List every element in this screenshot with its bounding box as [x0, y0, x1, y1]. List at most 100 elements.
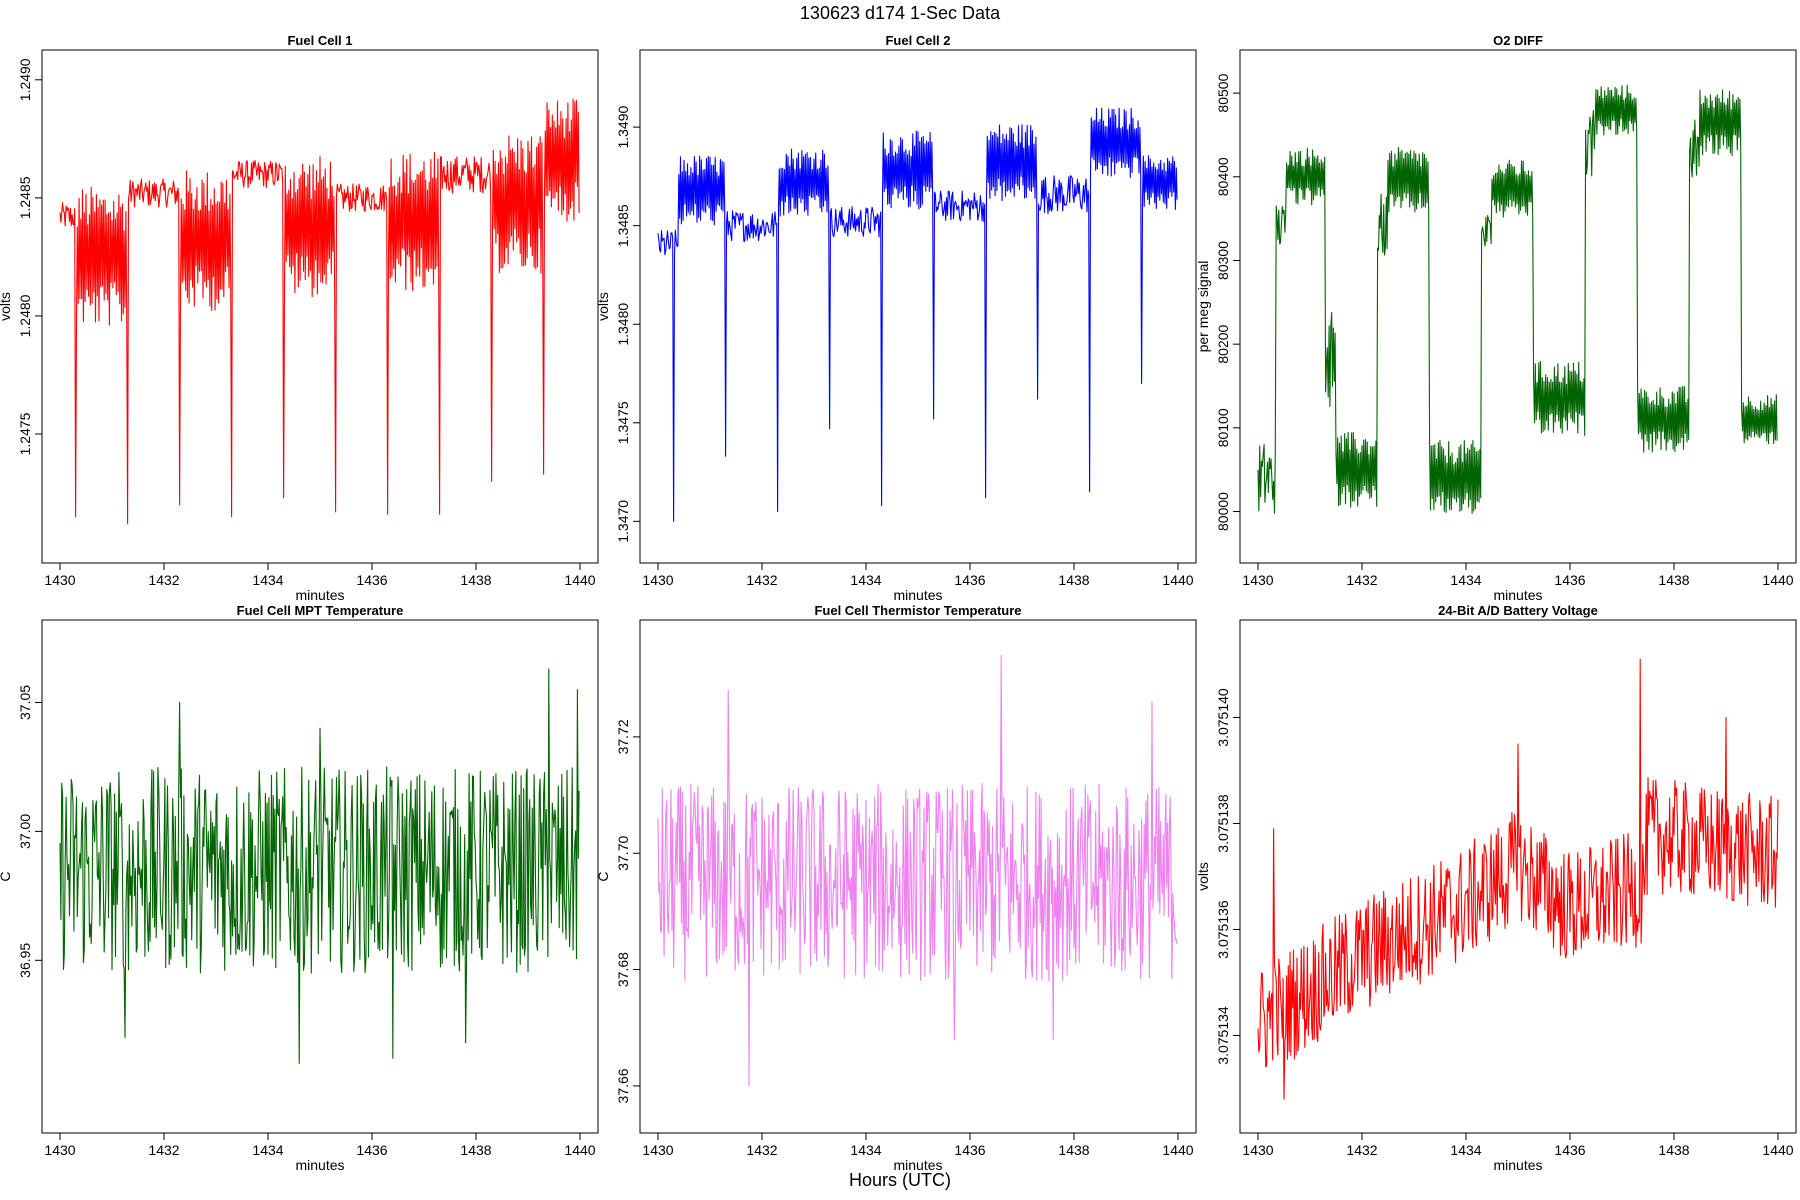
x-axis-label: minutes: [1493, 587, 1542, 603]
x-tick-label: 1434: [1450, 572, 1481, 588]
y-tick-label: 1.2490: [17, 58, 33, 101]
panel-title: Fuel Cell 1: [287, 33, 352, 48]
panel-title: O2 DIFF: [1493, 33, 1543, 48]
y-tick-label: 36.95: [17, 943, 33, 978]
panel-5: Fuel Cell Thermistor Temperature 1430 1432…: [595, 603, 1197, 1173]
y-tick-label: 80500: [1215, 73, 1231, 112]
x-tick-label: 1432: [746, 1142, 777, 1158]
y-tick-label: 37.66: [615, 1068, 631, 1103]
y-tick-label: 80100: [1215, 408, 1231, 447]
plot-frame: [41, 49, 599, 564]
x-axis-label: minutes: [295, 587, 344, 603]
y-tick-label: 1.3490: [615, 106, 631, 149]
y-tick-label: 37.70: [615, 836, 631, 871]
y-tick-label: 1.3475: [615, 401, 631, 444]
x-tick-label: 1432: [1346, 1142, 1377, 1158]
y-tick-label: 1.2485: [17, 176, 33, 219]
x-tick-label: 1438: [1058, 572, 1089, 588]
y-tick-label: 80000: [1215, 492, 1231, 531]
x-tick-label: 1432: [148, 1142, 179, 1158]
x-tick-label: 1436: [1554, 572, 1585, 588]
series-line: [657, 654, 1178, 1087]
y-tick-label: 80200: [1215, 324, 1231, 363]
series-line: [657, 107, 1178, 522]
plot-frame: [639, 49, 1197, 564]
x-axis-label: minutes: [295, 1157, 344, 1173]
panel-title: 24-Bit A/D Battery Voltage: [1438, 603, 1598, 618]
x-tick-label: 1430: [44, 572, 75, 588]
panel-title: Fuel Cell Thermistor Temperature: [814, 603, 1021, 618]
x-axis-label: minutes: [1493, 1157, 1542, 1173]
y-axis-label: volts: [0, 292, 13, 321]
x-tick-label: 1440: [1762, 572, 1793, 588]
y-tick-label: 3.075138: [1215, 794, 1231, 853]
x-tick-label: 1440: [564, 1142, 595, 1158]
x-tick-label: 1430: [642, 572, 673, 588]
y-tick-label: 37.00: [17, 814, 33, 849]
x-tick-label: 1436: [1554, 1142, 1585, 1158]
y-tick-label: 80300: [1215, 241, 1231, 280]
figure-x-caption: Hours (UTC): [849, 1170, 951, 1190]
y-axis-label: C: [595, 871, 611, 881]
x-tick-label: 1438: [1058, 1142, 1089, 1158]
y-tick-label: 3.075134: [1215, 1006, 1231, 1065]
panel-title: Fuel Cell 2: [885, 33, 950, 48]
x-tick-label: 1438: [1658, 572, 1689, 588]
x-tick-label: 1432: [746, 572, 777, 588]
x-tick-label: 1440: [1162, 572, 1193, 588]
x-tick-label: 1430: [44, 1142, 75, 1158]
x-tick-label: 1432: [1346, 572, 1377, 588]
y-tick-label: 37.68: [615, 952, 631, 987]
y-axis-label: volts: [595, 292, 611, 321]
y-tick-label: 3.075140: [1215, 688, 1231, 747]
y-tick-label: 37.72: [615, 719, 631, 754]
series-line: [1257, 658, 1779, 1100]
x-tick-label: 1430: [1242, 572, 1273, 588]
plot-frame: [1239, 49, 1797, 564]
y-tick-label: 37.05: [17, 685, 33, 720]
y-axis-label: per meg signal: [1195, 261, 1211, 353]
x-tick-label: 1430: [1242, 1142, 1273, 1158]
x-axis-label: minutes: [893, 1157, 942, 1173]
x-tick-label: 1440: [1762, 1142, 1793, 1158]
y-tick-label: 1.3480: [615, 303, 631, 346]
panel-1: Fuel Cell 1 1430 1432 1434 1436 1438 1440 minut…: [0, 33, 599, 603]
x-tick-label: 1430: [642, 1142, 673, 1158]
panel-title: Fuel Cell MPT Temperature: [237, 603, 404, 618]
panel-6: 24-Bit A/D Battery Voltage 1430 1432 1434 14…: [1195, 603, 1797, 1173]
y-axis-label: volts: [1195, 862, 1211, 891]
series-line: [59, 668, 580, 1064]
plot-frame: [41, 619, 599, 1134]
panel-2: Fuel Cell 2 1430 1432 1434 1436 1438 1440 minut…: [595, 33, 1197, 603]
panel-3: O2 DIFF 1430 1432 1434 1436 1438 1440 minutes 80…: [1195, 33, 1797, 603]
x-tick-label: 1436: [954, 572, 985, 588]
x-tick-label: 1434: [850, 572, 881, 588]
y-tick-label: 80400: [1215, 157, 1231, 196]
figure-title: 130623 d174 1-Sec Data: [800, 3, 1001, 23]
panels: Fuel Cell 1 1430 1432 1434 1436 1438 1440 minut…: [0, 33, 1797, 1173]
x-tick-label: 1438: [460, 1142, 491, 1158]
x-tick-label: 1434: [850, 1142, 881, 1158]
x-tick-label: 1436: [356, 1142, 387, 1158]
y-tick-label: 1.2480: [17, 294, 33, 337]
y-tick-label: 1.2475: [17, 412, 33, 455]
y-axis-label: C: [0, 871, 13, 881]
x-tick-label: 1436: [356, 572, 387, 588]
x-tick-label: 1440: [1162, 1142, 1193, 1158]
series-line: [59, 98, 580, 525]
x-tick-label: 1436: [954, 1142, 985, 1158]
y-tick-label: 1.3470: [615, 500, 631, 543]
x-axis-label: minutes: [893, 587, 942, 603]
y-tick-label: 3.075136: [1215, 900, 1231, 959]
x-tick-label: 1434: [252, 1142, 283, 1158]
plot-frame: [1239, 619, 1797, 1134]
x-tick-label: 1438: [1658, 1142, 1689, 1158]
x-tick-label: 1438: [460, 572, 491, 588]
x-tick-label: 1440: [564, 572, 595, 588]
x-tick-label: 1434: [252, 572, 283, 588]
plot-frame: [639, 619, 1197, 1134]
panel-4: Fuel Cell MPT Temperature 1430 1432 1434 143…: [0, 603, 599, 1173]
y-tick-label: 1.3485: [615, 204, 631, 247]
x-tick-label: 1434: [1450, 1142, 1481, 1158]
